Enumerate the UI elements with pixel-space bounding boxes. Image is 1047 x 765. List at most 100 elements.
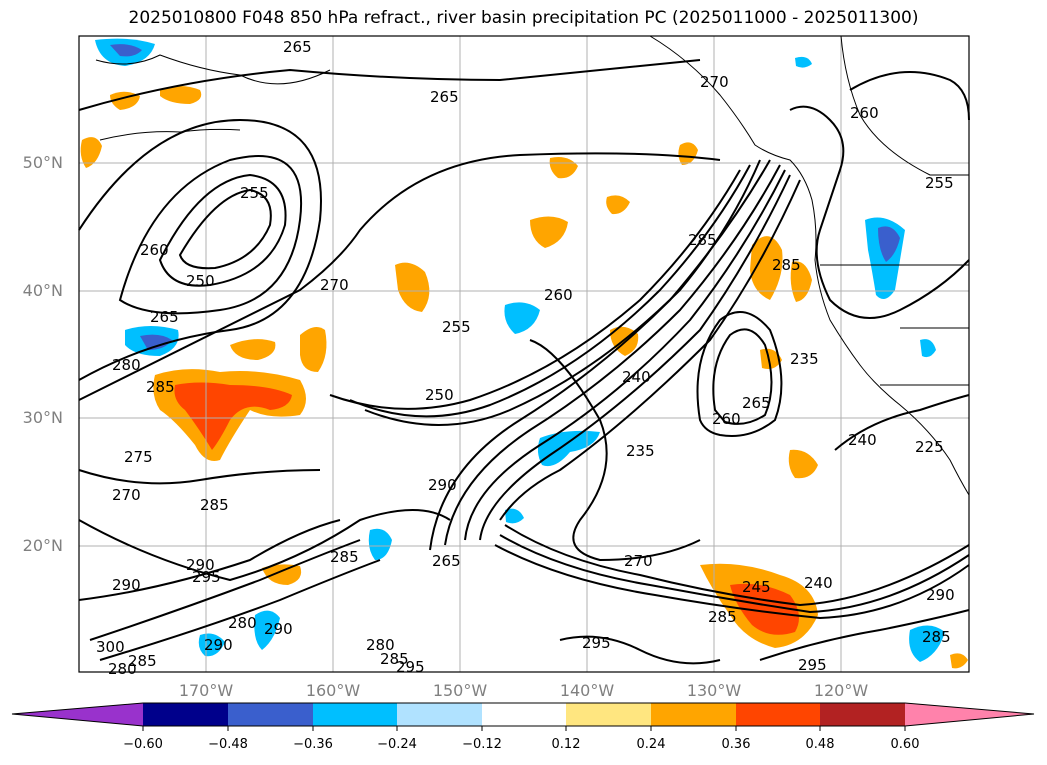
precip-area	[262, 564, 302, 585]
precip-area	[530, 216, 568, 248]
precip-area	[254, 610, 280, 650]
colorbar-bin	[228, 703, 313, 726]
contour-label: 280	[108, 660, 137, 678]
contour-label: 265	[150, 308, 179, 326]
contour-line	[759, 609, 970, 661]
precip-area	[750, 236, 783, 300]
colorbar-extend-left	[12, 703, 143, 726]
coastlines	[95, 35, 970, 496]
contour-label: 235	[626, 442, 655, 460]
coastline	[649, 35, 970, 496]
negative-anomaly-areas	[95, 38, 945, 662]
contour-label: 255	[240, 184, 269, 202]
refractivity-contours	[78, 59, 970, 665]
map-title: 2025010800 F048 850 hPa refract., river …	[128, 8, 919, 28]
contour-line	[349, 164, 751, 418]
map-frame	[78, 35, 970, 673]
contour-line	[499, 534, 970, 614]
contour-line	[364, 159, 761, 426]
contour-label: 285	[128, 652, 157, 670]
colorbar-tick-label: −0.12	[462, 737, 502, 752]
contour-label: 260	[712, 410, 741, 428]
contour-label: 290	[264, 620, 293, 638]
precip-area	[788, 449, 818, 479]
precip-area	[920, 339, 936, 358]
precip-area	[878, 226, 900, 262]
contour-label: 265	[430, 88, 459, 106]
precip-area	[909, 625, 945, 662]
contour-line	[178, 188, 272, 270]
contour-line	[78, 152, 721, 401]
contour-line	[712, 328, 773, 425]
colorbar-bin	[820, 703, 905, 726]
contour-label: 235	[790, 350, 819, 368]
contour-label: 290	[112, 576, 141, 594]
colorbar-tick-label: −0.60	[123, 737, 163, 752]
contour-label: 240	[804, 574, 833, 592]
precip-area	[110, 44, 142, 57]
contour-line	[789, 105, 970, 319]
colorbar-tick-label: −0.48	[208, 737, 248, 752]
contour-label: 275	[124, 448, 153, 466]
contour-line	[499, 179, 801, 521]
contour-label: 265	[283, 38, 312, 56]
contour-label: 290	[186, 556, 215, 574]
contour-line	[494, 544, 970, 620]
precip-area	[790, 261, 812, 302]
coastline	[95, 54, 331, 85]
precip-area	[549, 157, 578, 179]
contour-line	[849, 71, 970, 121]
contour-label: 285	[146, 378, 175, 396]
contour-label: 295	[798, 656, 827, 674]
precip-shading	[80, 38, 968, 669]
lat-label: 20°N	[22, 536, 63, 555]
contour-label: 300	[96, 638, 125, 656]
contour-line	[479, 174, 791, 541]
contour-labels: 265 270 265 260 255 255 260 250 265 280 …	[96, 38, 955, 678]
contour-line	[89, 539, 361, 641]
map-background	[79, 36, 969, 672]
colorbar-extend-right	[905, 703, 1034, 726]
precip-area	[140, 334, 172, 350]
contour-label: 240	[848, 431, 877, 449]
lon-label: 140°W	[559, 681, 615, 700]
border-line	[840, 35, 969, 176]
positive-anomaly-areas	[80, 86, 968, 669]
colorbar-tick-label: 0.36	[721, 737, 751, 752]
contour-label: 270	[624, 552, 653, 570]
contour-line	[559, 635, 721, 665]
precip-area	[504, 302, 540, 334]
lon-label: 170°W	[178, 681, 234, 700]
contour-line	[118, 155, 303, 315]
contour-line	[158, 173, 287, 287]
contour-line	[78, 118, 322, 381]
contour-label: 250	[425, 386, 454, 404]
precip-area	[80, 137, 102, 168]
contour-label: 255	[442, 318, 471, 336]
precip-area	[950, 653, 968, 669]
lon-label: 150°W	[432, 681, 488, 700]
contour-label: 295	[396, 658, 425, 676]
colorbar-tick-label: −0.36	[293, 737, 333, 752]
contour-label: 270	[700, 73, 729, 91]
contour-line	[78, 469, 321, 485]
colorbar-bin	[143, 703, 228, 726]
contour-line	[78, 509, 451, 582]
precip-area	[160, 86, 202, 104]
lon-label: 160°W	[305, 681, 361, 700]
contour-label: 280	[228, 614, 257, 632]
contour-label: 225	[915, 438, 944, 456]
contour-label: 295	[192, 568, 221, 586]
contour-label: 265	[432, 552, 461, 570]
colorbar-bin	[651, 703, 736, 726]
contour-label: 285	[688, 231, 717, 249]
colorbar-tick-label: 0.12	[551, 737, 581, 752]
precip-area	[395, 262, 430, 312]
contour-line	[99, 559, 381, 661]
contour-label: 285	[922, 628, 951, 646]
colorbar-tick-label: −0.24	[377, 737, 417, 752]
contour-label: 250	[186, 272, 215, 290]
lat-label: 40°N	[22, 281, 63, 300]
colorbar-bin	[397, 703, 482, 726]
contour-label: 280	[366, 636, 395, 654]
